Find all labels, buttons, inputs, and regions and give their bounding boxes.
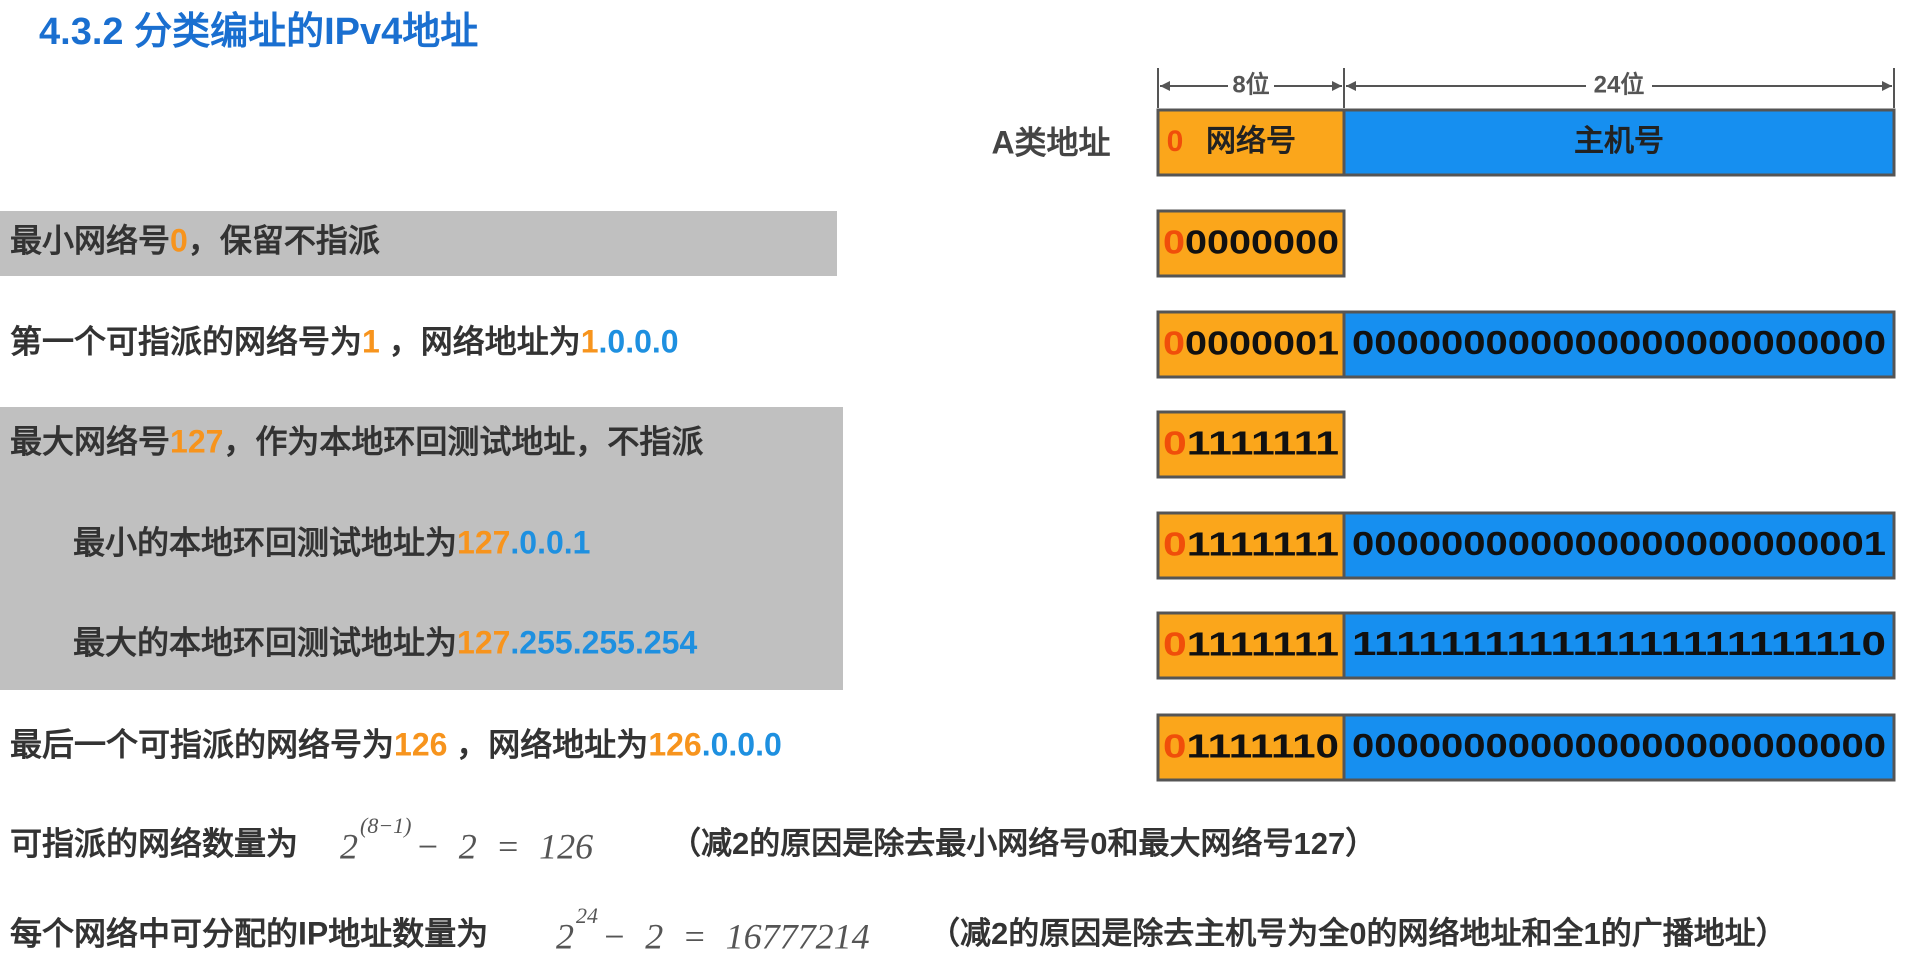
host-bits-box	[1342, 310, 1896, 379]
formula-rest: − 2 = 16777214	[602, 916, 870, 956]
lead-bit: 0	[1163, 424, 1187, 461]
label-bg	[1586, 72, 1652, 100]
row-text: 第一个可指派的网络号为1 ，网络地址为1.0.0.0	[10, 324, 679, 360]
net-bits: 0 1111110	[1163, 727, 1339, 764]
text-segment: 最小的本地环回测试地址为	[73, 525, 457, 561]
formula-base: 2	[340, 826, 358, 866]
text-segment: 127	[457, 525, 510, 561]
lead-bit: 0	[1163, 525, 1187, 562]
net-label: 网络号	[1206, 124, 1296, 158]
text-segment: 127	[170, 424, 223, 460]
slide-title: 4.3.2 分类编址的IPv4地址	[39, 11, 478, 53]
row-text: 最后一个可指派的网络号为126 ，网络地址为126.0.0.0	[10, 727, 782, 763]
lead-bit: 0	[1163, 223, 1185, 260]
text-segment: ，网络地址为	[380, 324, 581, 360]
net-rest-bits: 0000001	[1185, 324, 1339, 361]
net-rest-bits: 1111110	[1186, 727, 1339, 764]
host-bits-box	[1342, 713, 1896, 782]
text-segment: 126	[394, 727, 447, 763]
formula-label: 每个网络中可分配的IP地址数量为	[10, 915, 488, 951]
text-segment: 1	[581, 324, 599, 360]
lead-bit: 0	[1163, 324, 1185, 361]
text-segment: 最大的本地环回测试地址为	[73, 625, 457, 661]
text-segment: ，保留不指派	[188, 223, 380, 259]
text-segment: .255.255.254	[510, 625, 697, 661]
net-width-label: 8位	[1232, 70, 1269, 98]
net-bits: 0 1111111	[1163, 625, 1339, 662]
arrowheads	[1160, 81, 1892, 91]
text-segment: 第一个可指派的网络号为	[10, 324, 362, 360]
net-rest-bits: 1111111	[1187, 525, 1339, 562]
net-bits: 0 0000001	[1163, 324, 1339, 361]
text-segment: 1	[362, 324, 380, 360]
text-segment: 126	[648, 727, 701, 763]
text-segment: 127	[457, 625, 510, 661]
lead-bit: 0	[1167, 125, 1184, 158]
host-bits: 111111111111111111111110	[1352, 625, 1886, 662]
formula-rest: − 2 = 126	[416, 826, 594, 866]
lead-bit: 0	[1163, 727, 1186, 764]
host-bits: 000000000000000000000000	[1352, 324, 1886, 361]
net-bits: 0 0000000	[1163, 223, 1339, 260]
formula-label: 可指派的网络数量为	[10, 825, 298, 861]
row-text: 最小的本地环回测试地址为127.0.0.1	[73, 525, 590, 561]
host-width-label: 24位	[1594, 70, 1645, 98]
lead-bit: 0	[1163, 625, 1187, 662]
net-bits: 0 1111111	[1163, 525, 1339, 562]
text-segment: 0	[170, 223, 188, 259]
net-rest-bits: 1111111	[1187, 424, 1339, 461]
net-bits-box	[1156, 611, 1346, 680]
highlight-box	[0, 407, 843, 690]
label-bg	[1228, 72, 1274, 100]
host-field	[1342, 108, 1896, 177]
text-segment: .0.0.1	[510, 525, 590, 561]
formula-note: （减2的原因是除去主机号为全0的网络地址和全1的广播地址）	[929, 916, 1787, 951]
text-segment: ，网络地址为	[447, 727, 648, 763]
formula-base: 2	[556, 916, 574, 956]
formula-exponent: (8−1)	[360, 813, 412, 838]
host-bits: 000000000000000000000001	[1352, 525, 1886, 562]
net-rest-bits: 0000000	[1185, 223, 1339, 260]
formula-exponent: 24	[576, 903, 598, 928]
text-segment: .0.0.0	[599, 324, 679, 360]
net-rest-bits: 1111111	[1187, 625, 1339, 662]
host-bits-box	[1342, 511, 1896, 580]
text-segment: 最后一个可指派的网络号为	[10, 727, 394, 763]
net-bits-box	[1156, 209, 1346, 278]
class-label: A类地址	[991, 124, 1110, 160]
host-bits: 000000000000000000000000	[1352, 727, 1886, 764]
net-bits-box	[1156, 310, 1346, 379]
net-bits-box	[1156, 410, 1346, 479]
text-segment: .0.0.0	[702, 727, 782, 763]
text-segment: 最大网络号	[10, 424, 170, 460]
host-label: 主机号	[1574, 125, 1664, 158]
host-bits-box	[1342, 611, 1896, 680]
net-bits-box	[1156, 713, 1346, 782]
net-bits: 0 1111111	[1163, 424, 1339, 461]
text-segment: ，作为本地环回测试地址，不指派	[223, 424, 703, 460]
text-segment: 最小网络号	[10, 223, 170, 259]
row-text: 最小网络号0，保留不指派	[10, 223, 380, 259]
row-text: 最大的本地环回测试地址为127.255.255.254	[73, 625, 697, 661]
row-text: 最大网络号127，作为本地环回测试地址，不指派	[10, 424, 703, 460]
formula-note: （减2的原因是除去最小网络号0和最大网络号127）	[670, 826, 1376, 861]
highlight-box	[0, 211, 837, 276]
